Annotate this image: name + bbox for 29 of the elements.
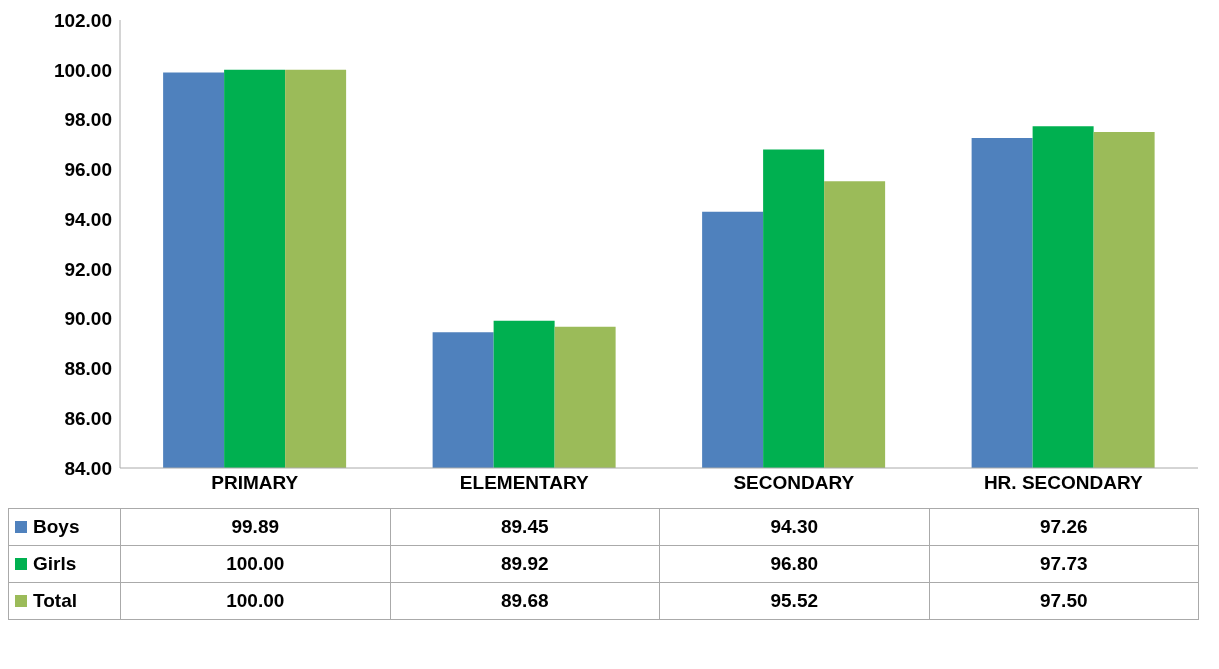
y-tick-label: 88.00	[64, 358, 112, 380]
y-tick-label: 100.00	[53, 59, 112, 81]
data-label: 94.30	[659, 508, 929, 546]
y-tick-label: 94.00	[64, 208, 112, 230]
y-tick-label: 102.00	[53, 9, 112, 31]
data-label: 97.73	[929, 545, 1199, 583]
data-label: 95.52	[659, 582, 929, 620]
y-tick-label: 90.00	[64, 308, 112, 330]
data-label: 100.00	[120, 582, 390, 620]
legend-label: Girls	[8, 545, 121, 583]
data-label: 99.89	[120, 508, 390, 546]
x-tick-label: ELEMENTARY	[459, 472, 589, 494]
data-label: 97.50	[929, 582, 1199, 620]
y-tick-label: 86.00	[64, 407, 112, 429]
data-label: 89.68	[390, 582, 660, 620]
data-label: 89.45	[390, 508, 660, 546]
y-tick-label: 98.00	[64, 109, 112, 131]
legend-label: Total	[8, 582, 121, 620]
y-tick-label: 92.00	[64, 258, 112, 280]
x-tick-label: HR. SECONDARY	[983, 472, 1143, 494]
data-label: 89.92	[390, 545, 660, 583]
data-label: 100.00	[120, 545, 390, 583]
y-tick-label: 96.00	[64, 159, 112, 181]
y-tick-label: 84.00	[64, 457, 112, 479]
x-tick-label: PRIMARY	[211, 472, 299, 494]
legend-label: Boys	[8, 508, 121, 546]
data-label: 96.80	[659, 545, 929, 583]
x-tick-label: SECONDARY	[733, 472, 855, 494]
data-label: 97.26	[929, 508, 1199, 546]
